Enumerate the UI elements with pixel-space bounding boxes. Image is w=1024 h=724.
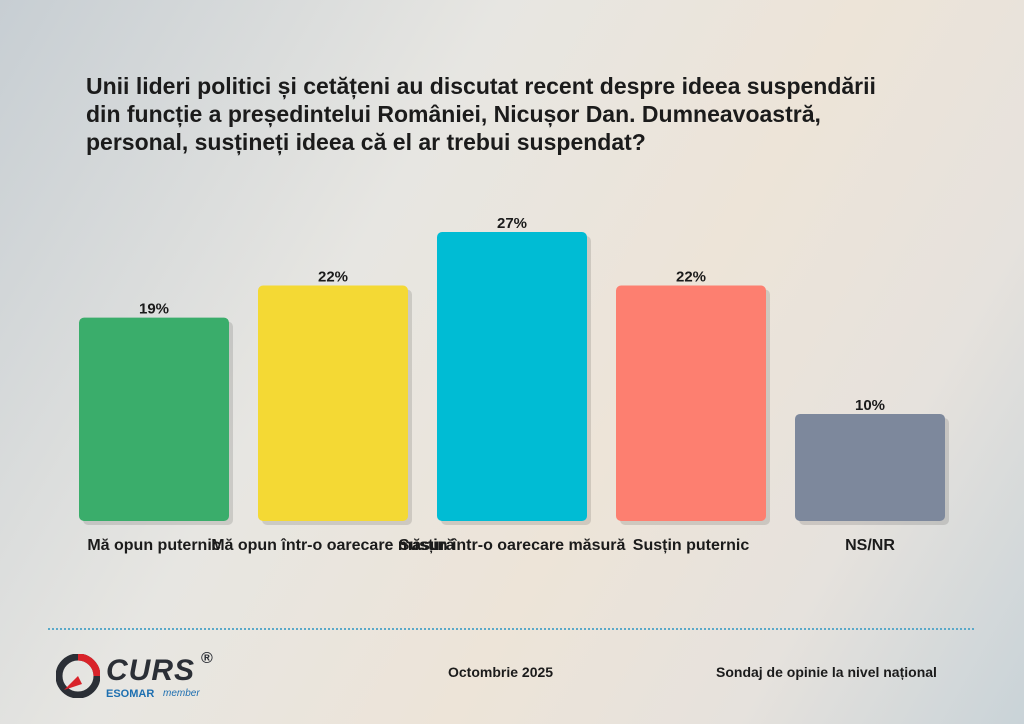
data-label: 22% xyxy=(318,269,348,286)
curs-logo-icon xyxy=(56,654,100,698)
bar xyxy=(258,285,408,521)
chart-title: Unii lideri politici și cetățeni au disc… xyxy=(86,73,876,155)
bar xyxy=(795,413,945,521)
category-label: Susțin puternic xyxy=(633,537,750,554)
bar xyxy=(437,232,587,521)
curs-logo: CURS ® ESOMAR member xyxy=(56,650,226,710)
data-label: 22% xyxy=(676,269,706,286)
category-label: Susțin într-o oarecare măsură xyxy=(399,537,626,554)
data-label: 10% xyxy=(855,397,885,414)
category-label: Mă opun într-o oarecare măsură xyxy=(211,537,455,554)
category-label: NS/NR xyxy=(845,537,895,554)
logo-name: CURS xyxy=(106,654,196,687)
footer-divider xyxy=(48,628,974,630)
footer-source: Sondaj de opinie la nivel național xyxy=(716,664,937,680)
logo-member: member xyxy=(163,688,200,699)
bar xyxy=(79,317,229,521)
bar xyxy=(616,285,766,521)
logo-esomar: ESOMAR xyxy=(106,688,155,700)
category-label: Mă opun puternic xyxy=(87,537,220,554)
bar-chart: 19% Mă opun puternic 22% Mă opun într-o oar… xyxy=(79,215,949,554)
data-label: 19% xyxy=(139,301,169,318)
data-label: 27% xyxy=(497,215,527,232)
logo-registered: ® xyxy=(201,650,213,667)
footer-date: Octombrie 2025 xyxy=(448,664,554,680)
